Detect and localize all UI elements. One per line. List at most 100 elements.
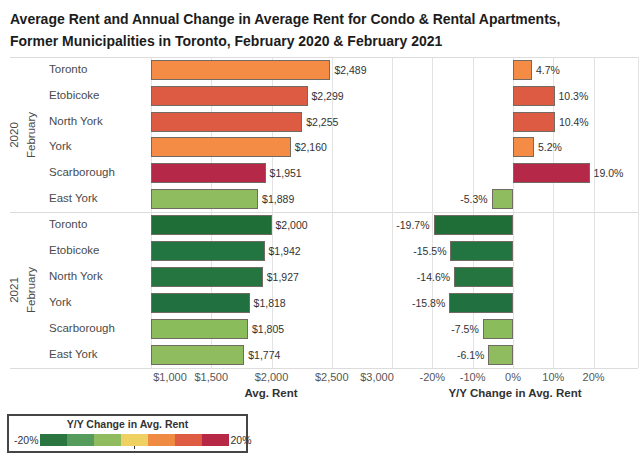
rent-bar[interactable] xyxy=(151,267,263,287)
row-label: East York xyxy=(49,348,149,360)
change-value-label: -15.5% xyxy=(413,241,446,261)
legend-ramp-segment xyxy=(40,434,67,446)
rent-bar[interactable] xyxy=(151,189,258,209)
row-label: Etobicoke xyxy=(49,244,149,256)
month-label: February xyxy=(23,220,39,360)
change-value-label: -5.3% xyxy=(460,189,487,209)
change-axis-tick: 20% xyxy=(583,371,605,383)
rent-bar[interactable] xyxy=(151,60,330,80)
rent-bar[interactable] xyxy=(151,293,250,313)
rent-value-label: $1,927 xyxy=(267,267,299,287)
row-label: York xyxy=(49,296,149,308)
change-value-label: 4.7% xyxy=(536,60,560,80)
change-bar[interactable] xyxy=(513,86,555,106)
row-label: East York xyxy=(49,192,149,204)
rent-bar[interactable] xyxy=(151,86,308,106)
change-axis-tick: -20% xyxy=(419,371,445,383)
legend-ramp-segment xyxy=(67,434,94,446)
panel-divider xyxy=(392,57,393,368)
row-label: Scarborough xyxy=(49,322,149,334)
change-value-label: -7.5% xyxy=(451,319,478,339)
legend-min-label: -20% xyxy=(14,434,40,446)
change-value-label: 19.0% xyxy=(594,163,624,183)
change-value-label: 10.3% xyxy=(559,86,589,106)
rent-axis-tick: $1,000 xyxy=(153,371,187,383)
rent-value-label: $1,889 xyxy=(262,189,294,209)
rent-axis-title: Avg. Rent xyxy=(244,387,297,399)
rent-value-label: $1,818 xyxy=(254,293,286,313)
rent-bar[interactable] xyxy=(151,112,302,132)
legend-ramp-segment xyxy=(121,434,148,446)
change-bar[interactable] xyxy=(513,163,590,183)
rent-value-label: $2,489 xyxy=(334,60,366,80)
dashboard: Average Rent and Annual Change in Averag… xyxy=(0,0,640,465)
change-bar[interactable] xyxy=(449,293,513,313)
rent-bar[interactable] xyxy=(151,215,272,235)
color-legend[interactable]: Y/Y Change in Avg. Rent -20% 20% xyxy=(7,414,248,453)
row-label: Etobicoke xyxy=(49,89,149,101)
change-bar[interactable] xyxy=(513,112,555,132)
rent-value-label: $2,160 xyxy=(295,137,327,157)
legend-ramp-segment xyxy=(175,434,202,446)
change-bar[interactable] xyxy=(454,267,513,287)
change-value-label: -15.8% xyxy=(412,293,445,313)
rent-axis-tick: $2,000 xyxy=(255,371,289,383)
row-label: North York xyxy=(49,115,149,127)
rent-bar[interactable] xyxy=(151,137,291,157)
rent-value-label: $1,774 xyxy=(248,345,280,365)
rent-value-label: $2,299 xyxy=(312,86,344,106)
year-label: 2020 xyxy=(6,65,22,205)
change-plot-right-edge xyxy=(638,57,639,368)
rent-value-label: $2,000 xyxy=(276,215,308,235)
change-bar[interactable] xyxy=(483,319,513,339)
change-bar[interactable] xyxy=(450,241,513,261)
change-bar[interactable] xyxy=(488,345,513,365)
month-label: February xyxy=(23,65,39,205)
legend-ramp-row: -20% 20% xyxy=(14,433,245,447)
change-value-label: 10.4% xyxy=(559,112,589,132)
rent-bar[interactable] xyxy=(151,241,265,261)
gridline xyxy=(432,57,433,368)
change-bar[interactable] xyxy=(492,189,513,209)
legend-ramp-segment xyxy=(94,434,121,446)
change-value-label: -14.6% xyxy=(417,267,450,287)
chart-title-line1: Average Rent and Annual Change in Averag… xyxy=(10,8,634,30)
gridline xyxy=(594,57,595,368)
rent-axis-tick: $1,500 xyxy=(194,371,228,383)
rent-value-label: $2,255 xyxy=(306,112,338,132)
change-value-label: -6.1% xyxy=(457,345,484,365)
change-value-label: -19.7% xyxy=(396,215,429,235)
rent-value-label: $1,942 xyxy=(269,241,301,261)
chart-title-line2: Former Municipalities in Toronto, Februa… xyxy=(10,30,634,52)
rent-bar[interactable] xyxy=(151,345,244,365)
rent-bar[interactable] xyxy=(151,163,266,183)
change-axis-title: Y/Y Change in Avg. Rent xyxy=(448,387,581,399)
legend-ramp-segment xyxy=(148,434,175,446)
change-axis-tick: 0% xyxy=(505,371,521,383)
rent-bar[interactable] xyxy=(151,319,248,339)
axis-line xyxy=(10,368,638,369)
change-axis-tick: -10% xyxy=(460,371,486,383)
legend-title: Y/Y Change in Avg. Rent xyxy=(9,418,246,430)
panel-separator xyxy=(10,212,638,213)
row-label: Scarborough xyxy=(49,166,149,178)
rent-value-label: $1,951 xyxy=(270,163,302,183)
chart-title: Average Rent and Annual Change in Averag… xyxy=(10,8,634,52)
legend-max-label: 20% xyxy=(229,434,252,446)
rent-axis-tick: $3,000 xyxy=(360,371,394,383)
change-bar[interactable] xyxy=(513,137,534,157)
row-label: Toronto xyxy=(49,218,149,230)
year-label: 2021 xyxy=(6,220,22,360)
change-bar[interactable] xyxy=(513,60,532,80)
change-value-label: 5.2% xyxy=(538,137,562,157)
rent-value-label: $1,805 xyxy=(252,319,284,339)
change-bar[interactable] xyxy=(434,215,513,235)
rent-axis-tick: $2,500 xyxy=(315,371,349,383)
panel-top-border xyxy=(10,57,638,58)
row-label: York xyxy=(49,140,149,152)
legend-color-ramp[interactable] xyxy=(40,434,229,446)
row-label: Toronto xyxy=(49,63,149,75)
row-label: North York xyxy=(49,270,149,282)
change-axis-tick: 10% xyxy=(542,371,564,383)
legend-mid-tick xyxy=(134,446,135,449)
